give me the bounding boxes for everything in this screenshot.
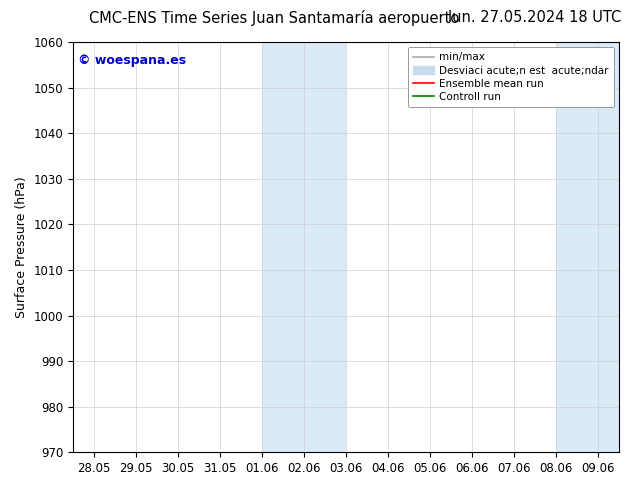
Text: lun. 27.05.2024 18 UTC: lun. 27.05.2024 18 UTC [448,10,621,25]
Bar [262,42,346,452]
Legend: min/max, Desviaci acute;n est  acute;ndar, Ensemble mean run, Controll run: min/max, Desviaci acute;n est acute;ndar… [408,47,614,107]
Text: © woespana.es: © woespana.es [79,54,186,67]
Y-axis label: Surface Pressure (hPa): Surface Pressure (hPa) [15,176,28,318]
Bar [556,42,619,452]
Text: CMC-ENS Time Series Juan Santamaría aeropuerto: CMC-ENS Time Series Juan Santamaría aero… [89,10,459,26]
